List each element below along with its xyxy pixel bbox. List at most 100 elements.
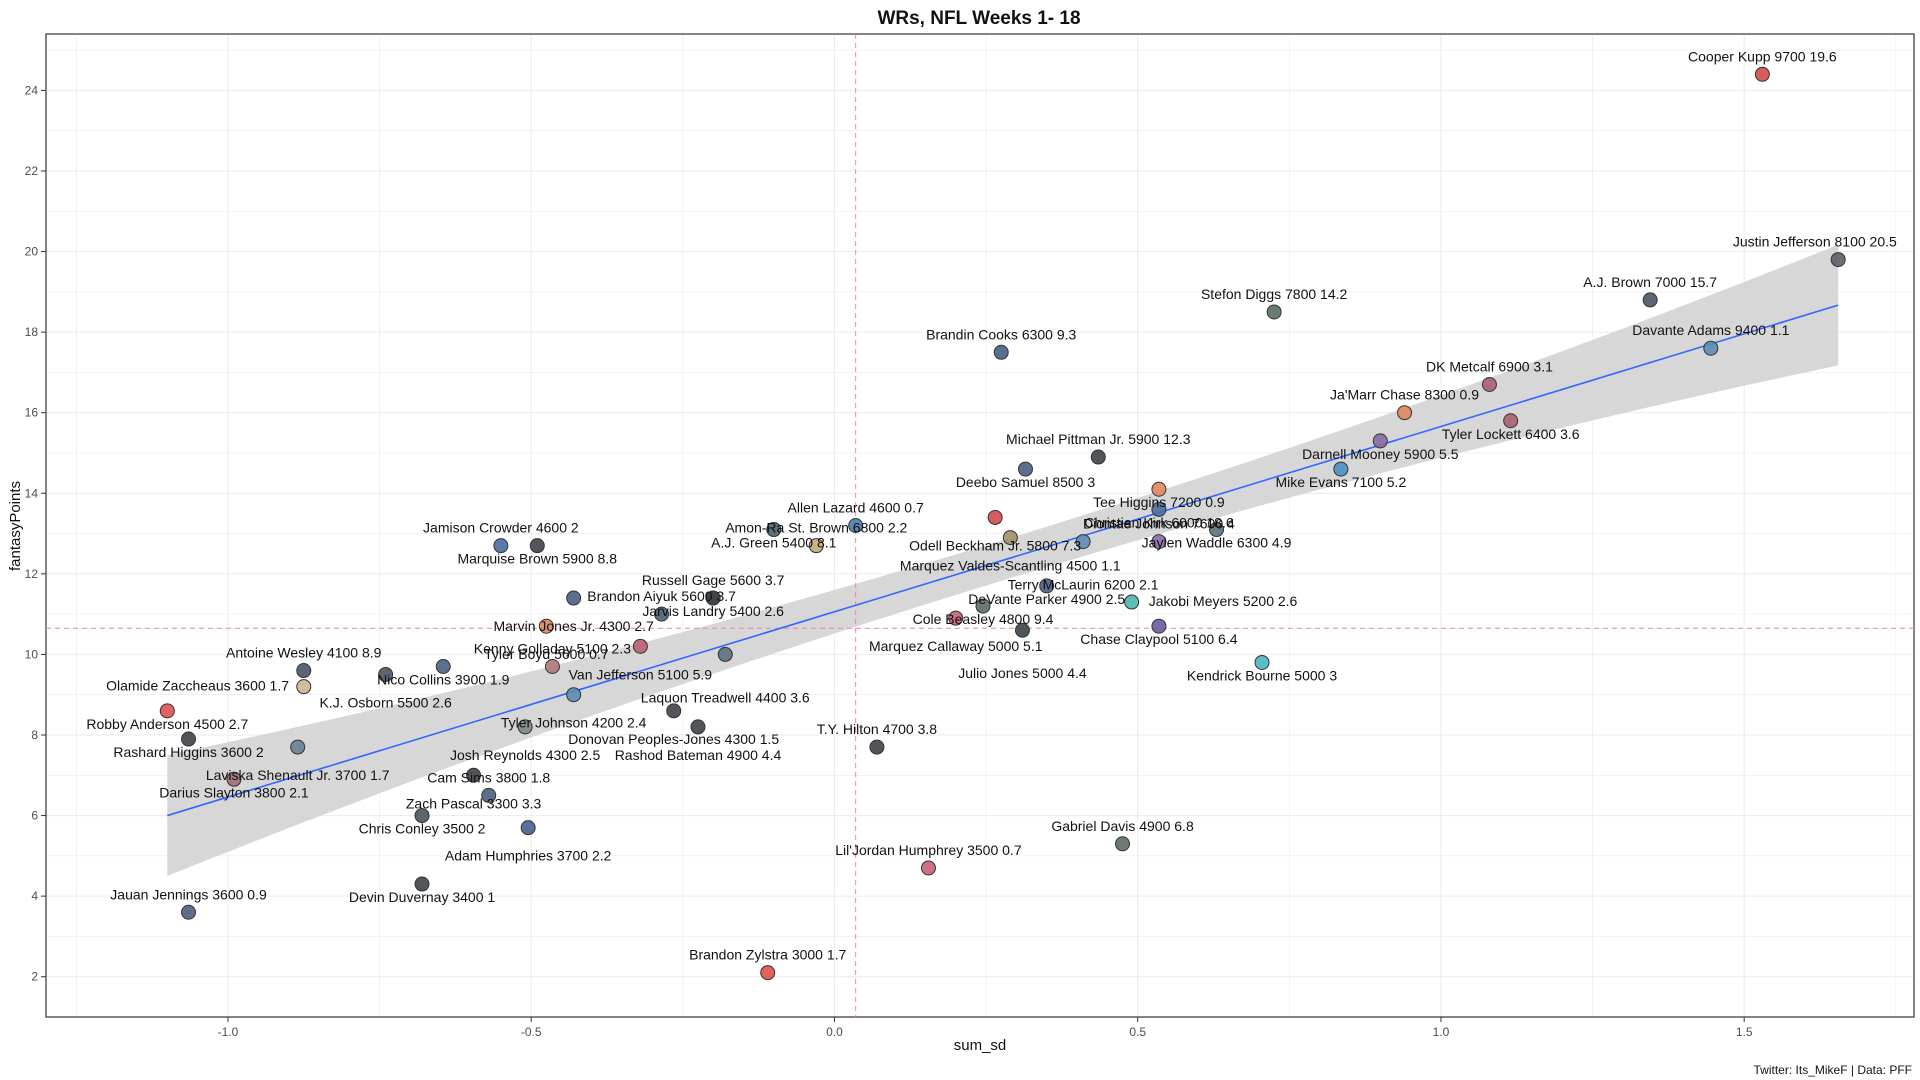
data-point <box>1151 534 1167 550</box>
point-label: Deebo Samuel 8500 3 <box>956 474 1096 490</box>
data-point <box>717 646 733 662</box>
x-tick-label: -1.0 <box>218 1025 239 1039</box>
data-points <box>159 66 1846 981</box>
data-point <box>1642 292 1658 308</box>
y-tick-label: 16 <box>25 406 39 420</box>
point-label: Stefon Diggs 7800 14.2 <box>1201 286 1348 302</box>
point-label: Antoine Wesley 4100 8.9 <box>226 645 382 661</box>
data-point <box>1372 433 1388 449</box>
grid <box>46 34 1914 1018</box>
y-tick-label: 8 <box>31 728 38 742</box>
data-point <box>1254 654 1270 670</box>
data-point <box>493 538 509 554</box>
data-point <box>378 667 394 683</box>
data-point <box>690 719 706 735</box>
point-label: Tee Higgins 7200 0.9 <box>1093 494 1225 510</box>
point-label: Davante Adams 9400 1.1 <box>1632 322 1789 338</box>
data-point <box>290 739 306 755</box>
point-label: Rashod Bateman 4900 4.4 <box>615 747 782 763</box>
point-label: Michael Pittman Jr. 5900 12.3 <box>1006 431 1191 447</box>
data-point <box>1151 501 1167 517</box>
point-label: Marquise Brown 5900 8.8 <box>457 551 617 567</box>
point-label: Jakobi Meyers 5200 2.6 <box>1149 593 1298 609</box>
data-point <box>1503 413 1519 429</box>
point-label: Marquez Callaway 5000 5.1 <box>869 638 1043 654</box>
y-tick-label: 14 <box>25 486 39 500</box>
plot-panel-border <box>45 33 1915 1018</box>
point-label: Laquon Treadwell 4400 3.6 <box>641 689 810 705</box>
data-point <box>1266 304 1282 320</box>
data-point <box>1002 530 1018 546</box>
point-label: Donovan Peoples-Jones 4300 1.5 <box>568 731 779 747</box>
data-point <box>869 739 885 755</box>
point-label: K.J. Osborn 5500 2.6 <box>319 695 452 711</box>
point-label: Brandon Zylstra 3000 1.7 <box>689 947 846 963</box>
data-point <box>993 344 1009 360</box>
point-label: Devin Duvernay 3400 1 <box>349 889 496 905</box>
data-point <box>948 610 964 626</box>
data-point <box>1151 481 1167 497</box>
data-point <box>1014 622 1030 638</box>
data-point <box>520 820 536 836</box>
point-label: Chris Conley 3500 2 <box>359 821 486 837</box>
data-point <box>1090 449 1106 465</box>
point-label: Terry McLaurin 6200 2.1 <box>1008 577 1159 593</box>
data-point <box>414 808 430 824</box>
point-label: Nico Collins 3900 1.9 <box>377 672 510 688</box>
data-point <box>1115 836 1131 852</box>
y-tick-label: 2 <box>31 970 38 984</box>
point-label: DK Metcalf 6900 3.1 <box>1426 358 1553 374</box>
point-label: Jamison Crowder 4600 2 <box>423 520 579 536</box>
data-point <box>1039 578 1055 594</box>
point-label: Laviska Shenault Jr. 3700 1.7 <box>206 767 390 783</box>
point-label: Van Jefferson 5100 5.9 <box>569 666 713 682</box>
data-point <box>181 731 197 747</box>
x-tick-label: 0.5 <box>1129 1025 1146 1039</box>
point-label: Marquez Valdes-Scantling 4500 1.1 <box>900 558 1121 574</box>
y-tick-label: 12 <box>25 567 39 581</box>
point-label: Chase Claypool 5100 6.4 <box>1080 631 1237 647</box>
y-tick-label: 22 <box>25 164 39 178</box>
data-point <box>808 538 824 554</box>
caption: Twitter: Its_MikeF | Data: PFF <box>1754 1063 1912 1077</box>
point-label: Odell Beckham Jr. 5800 7.3 <box>909 537 1081 553</box>
x-tick-label: 0.0 <box>826 1025 843 1039</box>
y-tick-label: 6 <box>31 809 38 823</box>
data-point <box>1124 594 1140 610</box>
y-tick-label: 18 <box>25 325 39 339</box>
data-point <box>1481 376 1497 392</box>
point-label: Zach Pascal 3300 3.3 <box>406 795 542 811</box>
data-point <box>1754 66 1770 82</box>
data-point <box>566 687 582 703</box>
point-label: Tyler Boyd 5600 0.7 <box>484 646 609 662</box>
point-label: Marvin Jones Jr. 4300 2.7 <box>493 618 654 634</box>
x-axis-title: sum_sd <box>954 1037 1007 1054</box>
data-point <box>544 659 560 675</box>
point-label: Brandon Aiyuk 5600 3.7 <box>587 588 736 604</box>
point-label: Cooper Kupp 9700 19.6 <box>1688 48 1837 64</box>
x-tick-label: 1.0 <box>1433 1025 1450 1039</box>
data-point <box>414 876 430 892</box>
data-point <box>1830 252 1846 268</box>
point-label: Gabriel Davis 4900 6.8 <box>1051 818 1194 834</box>
data-point <box>1333 461 1349 477</box>
y-tick-label: 24 <box>25 83 39 97</box>
y-tick-label: 4 <box>31 889 38 903</box>
point-label: DeVante Parker 4900 2.5 <box>968 591 1125 607</box>
x-tick-label: 1.5 <box>1736 1025 1753 1039</box>
point-label: Darius Slayton 3800 2.1 <box>159 784 309 800</box>
data-point <box>566 590 582 606</box>
data-point <box>848 518 864 533</box>
point-label: Ja'Marr Chase 8300 0.9 <box>1330 387 1479 403</box>
data-point <box>1075 534 1091 550</box>
data-point <box>705 590 721 606</box>
data-point <box>1017 461 1033 477</box>
point-label: Brandin Cooks 6300 9.3 <box>926 326 1076 342</box>
point-label: Darnell Mooney 5900 5.5 <box>1302 446 1459 462</box>
data-point <box>632 638 648 654</box>
data-point <box>181 904 197 920</box>
point-label: Cole Beasley 4800 9.4 <box>913 611 1054 627</box>
point-label: Tyler Johnson 4200 2.4 <box>501 715 647 731</box>
x-axis-ticks: -1.0 -0.5 0.0 0.5 1.0 1.5 <box>218 1017 1753 1039</box>
